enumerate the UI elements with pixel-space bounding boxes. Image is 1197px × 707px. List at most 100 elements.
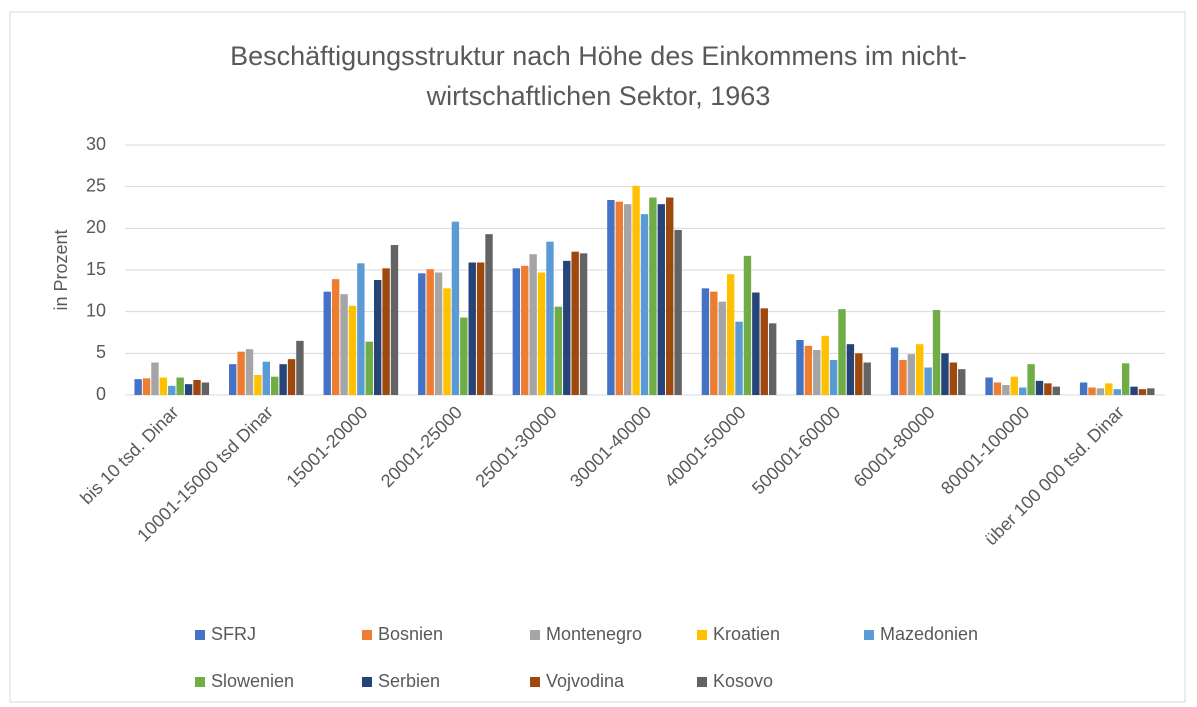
y-axis-label: in Prozent (51, 229, 71, 310)
bar (657, 204, 666, 395)
y-tick-label: 30 (86, 134, 106, 154)
bar (134, 379, 142, 395)
y-tick-label: 15 (86, 259, 106, 279)
bar (373, 280, 382, 395)
y-tick-label: 25 (86, 175, 106, 195)
bar (537, 272, 546, 395)
bar (348, 305, 357, 395)
bar (623, 204, 632, 395)
bar (838, 309, 846, 395)
bar (418, 273, 426, 395)
bar (863, 362, 871, 395)
bar (468, 262, 476, 395)
bar (993, 382, 1002, 395)
bar (821, 335, 829, 395)
bar (726, 274, 735, 395)
bar (1113, 389, 1121, 395)
bar (615, 201, 623, 395)
bar (710, 291, 718, 395)
bar (1044, 383, 1052, 395)
bar (193, 380, 201, 395)
chart-border (9, 11, 1186, 703)
legend-label: SFRJ (211, 624, 256, 644)
bar (382, 268, 390, 395)
bar (579, 253, 588, 395)
bar (768, 323, 777, 395)
bar (607, 200, 615, 395)
bar (323, 291, 331, 395)
bar (168, 385, 176, 395)
bar (1027, 364, 1035, 395)
legend-swatch (530, 630, 540, 640)
bar (804, 345, 813, 395)
bar (262, 361, 271, 395)
bar (760, 308, 768, 395)
bar (331, 279, 340, 395)
bar (451, 221, 460, 395)
chart-title: Beschäftigungsstruktur nach Höhe des Ein… (230, 41, 967, 111)
bar (426, 269, 434, 395)
bar (245, 349, 254, 395)
bar (151, 362, 159, 395)
bar (846, 344, 855, 395)
bar (1052, 386, 1060, 395)
bar (855, 353, 863, 395)
y-tick-label: 20 (86, 217, 106, 237)
bar (443, 288, 451, 395)
y-tick-label: 10 (86, 300, 106, 320)
bar (176, 377, 184, 395)
legend-swatch (195, 630, 205, 640)
y-tick-label: 0 (96, 384, 106, 404)
bar (237, 351, 245, 395)
bar (434, 272, 443, 395)
bar (899, 360, 907, 395)
bar (666, 197, 674, 395)
legend-label: Kroatien (713, 624, 780, 644)
legend-label: Kosovo (713, 671, 773, 691)
bar (296, 340, 304, 395)
bar (365, 341, 373, 395)
legend-swatch (697, 630, 707, 640)
bar (1088, 387, 1096, 395)
bar (1079, 382, 1088, 395)
bar (279, 364, 287, 395)
legend-label: Mazedonien (880, 624, 978, 644)
legend-label: Bosnien (378, 624, 443, 644)
bar (476, 262, 485, 395)
bar (752, 292, 760, 395)
bar (743, 255, 752, 395)
bar (554, 306, 563, 395)
bar (563, 260, 571, 395)
bar (735, 321, 743, 395)
bar (1035, 380, 1044, 395)
bar (1121, 363, 1130, 395)
bar (485, 234, 493, 395)
bar (287, 359, 296, 395)
legend-swatch (530, 677, 540, 687)
bar (674, 230, 682, 395)
bar (184, 384, 193, 395)
bar (941, 353, 949, 395)
bar (932, 310, 941, 395)
bar (649, 197, 657, 395)
bar (829, 360, 838, 395)
bar (546, 241, 554, 395)
bar (1010, 376, 1018, 395)
bar (1018, 387, 1027, 395)
bar (271, 376, 279, 395)
bar (521, 265, 529, 395)
legend-label: Slowenien (211, 671, 294, 691)
bar (571, 251, 579, 395)
bar (1096, 388, 1105, 395)
legend-label: Vojvodina (546, 671, 625, 691)
legend-label: Serbien (378, 671, 440, 691)
bar (1130, 386, 1138, 395)
bar (357, 263, 365, 395)
bar (907, 354, 916, 395)
bar (460, 317, 468, 395)
bar (701, 288, 710, 395)
y-tick-label: 5 (96, 342, 106, 362)
legend-swatch (864, 630, 874, 640)
